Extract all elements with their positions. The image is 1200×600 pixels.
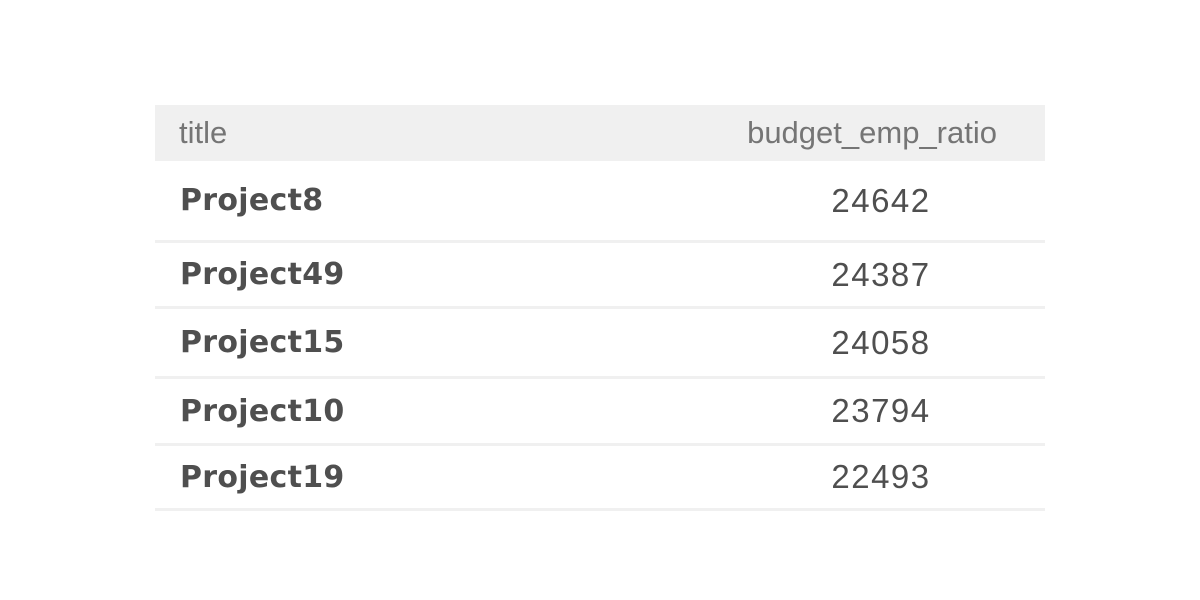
column-header-title[interactable]: title bbox=[179, 115, 228, 150]
data-table: title budget_emp_ratio Project8 24642 Pr… bbox=[155, 105, 1045, 511]
cell-title: Project8 bbox=[180, 183, 324, 218]
cell-title: Project19 bbox=[180, 459, 345, 495]
table-row: Project10 23794 bbox=[155, 379, 1045, 446]
table-row: Project49 24387 bbox=[155, 243, 1045, 309]
cell-budget-emp-ratio: 24642 bbox=[831, 181, 931, 219]
cell-title: Project49 bbox=[180, 257, 345, 292]
table-row: Project19 22493 bbox=[155, 446, 1045, 511]
table-row: Project15 24058 bbox=[155, 309, 1045, 379]
cell-title: Project15 bbox=[180, 325, 345, 360]
column-header-budget-emp-ratio[interactable]: budget_emp_ratio bbox=[747, 115, 997, 150]
cell-budget-emp-ratio: 24387 bbox=[831, 255, 931, 293]
cell-budget-emp-ratio: 24058 bbox=[831, 323, 931, 361]
cell-title: Project10 bbox=[180, 393, 345, 429]
cell-budget-emp-ratio: 23794 bbox=[831, 392, 931, 429]
table-row: Project8 24642 bbox=[155, 161, 1045, 243]
table-header: title budget_emp_ratio bbox=[155, 105, 1045, 161]
cell-budget-emp-ratio: 22493 bbox=[831, 458, 931, 495]
